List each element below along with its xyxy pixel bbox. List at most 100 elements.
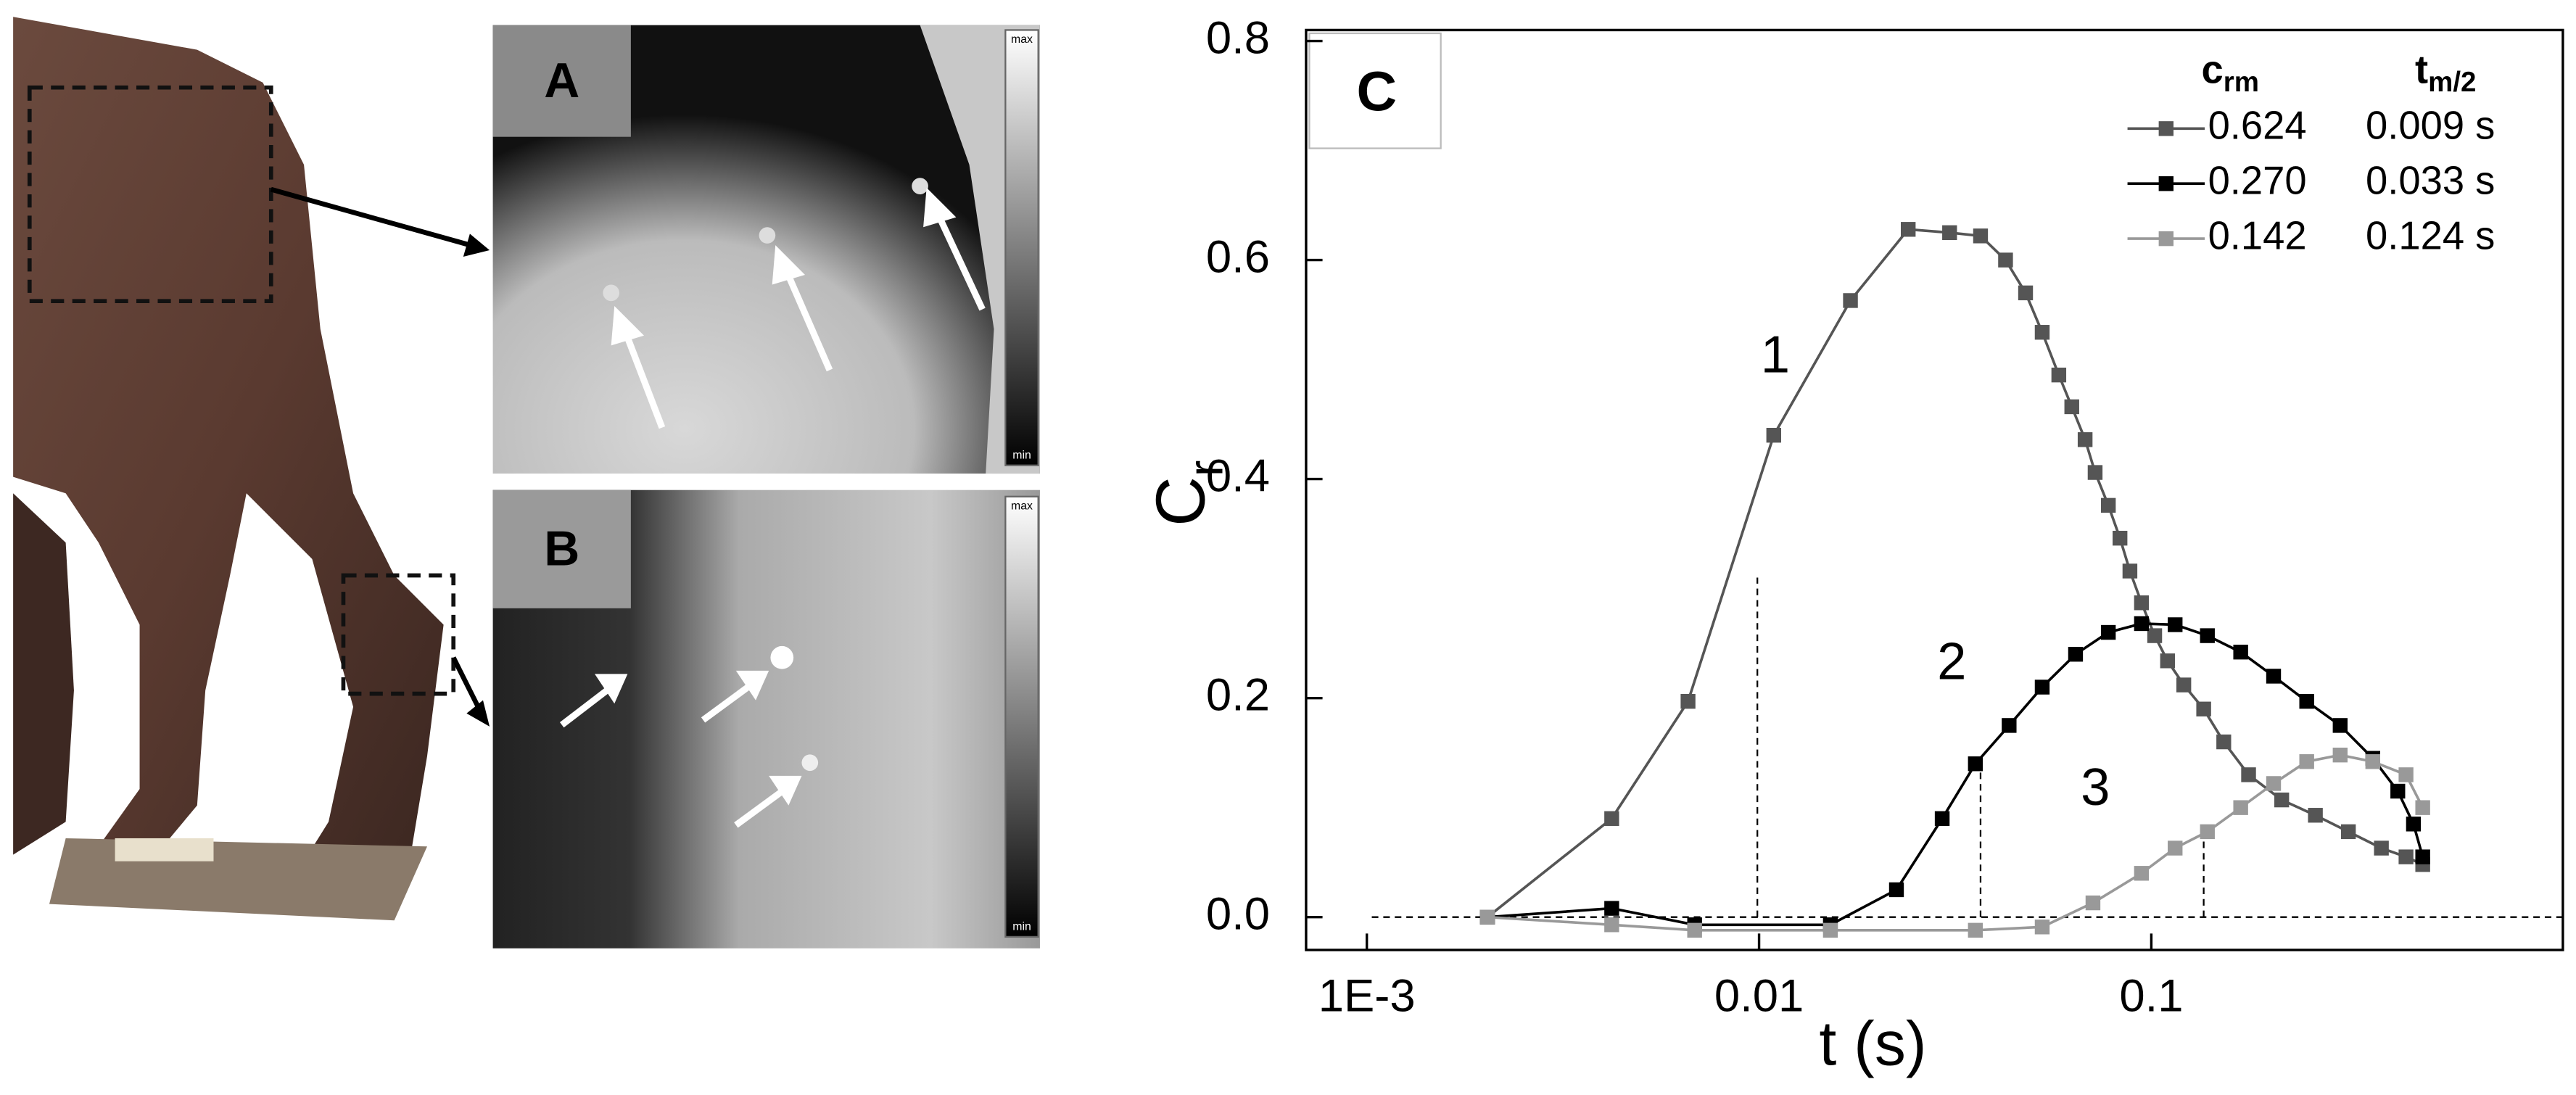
- arrow-head: [463, 234, 490, 257]
- hotspot: [770, 645, 794, 669]
- legend-marker: [2158, 231, 2174, 247]
- panel-label: C: [1357, 60, 1398, 123]
- hotspot: [759, 227, 776, 244]
- chart: C t (s) Cr crm tm/2 0.0 0.2 0.4 0.6 0.8 1E-3 0…: [1143, 12, 2564, 1079]
- data-point: [2390, 783, 2406, 799]
- data-point: [2034, 325, 2050, 340]
- data-point: [2274, 792, 2290, 808]
- arrow: [933, 209, 986, 311]
- data-point: [2034, 679, 2050, 695]
- x-tick-label: 1E-3: [1318, 971, 1416, 1022]
- data-point: [2034, 920, 2050, 935]
- hotspot: [603, 284, 620, 302]
- label-box: [492, 489, 631, 608]
- statue-body: [13, 17, 444, 896]
- pointer-arrow: [270, 186, 477, 249]
- panel-a: A max min: [492, 25, 1040, 474]
- data-point: [2087, 465, 2103, 480]
- legend-label: 0.624: [2208, 104, 2307, 148]
- data-point: [2241, 767, 2256, 782]
- color-bar: [1004, 29, 1039, 466]
- label-box: [492, 25, 631, 137]
- data-point: [2168, 617, 2183, 632]
- data-point: [1687, 922, 1702, 938]
- data-point: [2299, 754, 2314, 769]
- arrow-head: [466, 700, 490, 727]
- y-tick-label: 0.8: [1206, 12, 1270, 63]
- legend-marker: [2158, 121, 2174, 136]
- data-point: [2134, 595, 2150, 611]
- data-point: [2196, 701, 2211, 716]
- data-point: [2406, 817, 2422, 832]
- data-point: [2415, 849, 2430, 864]
- data-point: [2332, 718, 2348, 733]
- data-point: [2147, 628, 2163, 643]
- data-point: [1934, 811, 1950, 826]
- arrow-head: [735, 670, 769, 701]
- arrow: [559, 684, 614, 728]
- data-point: [2134, 616, 2150, 632]
- data-point: [2340, 824, 2356, 840]
- plot-frame: [1305, 28, 2564, 951]
- data-point: [1843, 293, 1858, 308]
- data-point: [1604, 811, 1619, 826]
- scale-max: max: [1011, 500, 1033, 513]
- data-point: [2266, 669, 2282, 684]
- data-point: [1766, 428, 1781, 443]
- data-point: [2415, 800, 2430, 815]
- data-point: [1479, 909, 1495, 925]
- arrow-head: [772, 245, 805, 285]
- data-point: [1968, 922, 1983, 938]
- data-point: [1888, 882, 1904, 898]
- arrows: [559, 681, 788, 828]
- photo: [13, 0, 490, 921]
- data-point: [2332, 747, 2348, 763]
- x-axis-label: t (s): [1819, 1009, 1926, 1079]
- label-box: [1308, 32, 1442, 149]
- legend-header-sub: m/2: [2428, 67, 2476, 98]
- data-point: [2299, 693, 2314, 709]
- data-point: [2200, 628, 2215, 643]
- data-point: [1998, 252, 2013, 268]
- arrow: [701, 681, 755, 723]
- legend-header-main: c: [2202, 48, 2224, 92]
- legend-header: tm/2: [2415, 48, 2476, 99]
- data-point: [2077, 432, 2093, 447]
- arrow-head: [769, 775, 802, 806]
- data-point: [1822, 922, 1838, 938]
- legend-header-main: t: [2415, 48, 2428, 92]
- curve-label: 3: [2081, 758, 2110, 817]
- data-point: [2233, 645, 2248, 660]
- data-point: [2002, 718, 2017, 733]
- y-axis-label-main: C: [1143, 476, 1220, 526]
- data-point: [2068, 647, 2084, 662]
- data-point: [1900, 222, 1916, 237]
- legend-label: 0.033 s: [2366, 159, 2495, 203]
- scale-min: min: [1012, 449, 1031, 461]
- data-point: [2398, 767, 2414, 782]
- data-point: [2134, 866, 2150, 881]
- arrow-head: [923, 187, 957, 228]
- y-tick-label: 0.4: [1206, 450, 1270, 501]
- data-point: [2216, 734, 2232, 750]
- data-point: [2233, 800, 2248, 815]
- legend-label: 0.124 s: [2366, 213, 2495, 257]
- series-line: [1487, 622, 2424, 927]
- data-point: [1973, 228, 1989, 244]
- arrow-heads: [611, 187, 957, 346]
- roi-box: [27, 85, 273, 304]
- curve-label: 2: [1937, 632, 1966, 690]
- arrows: [621, 209, 986, 429]
- roi-box: [341, 573, 456, 696]
- panel-b: B max min: [492, 489, 1040, 949]
- arrow-heads: [595, 670, 802, 806]
- panel-label: B: [544, 521, 579, 577]
- y-axis-label-sub: r: [1178, 460, 1233, 477]
- arrow: [734, 786, 788, 828]
- data-point: [2018, 285, 2034, 301]
- data-point: [2100, 497, 2116, 513]
- data-point: [2168, 840, 2183, 856]
- arrow: [782, 267, 833, 372]
- legend-label: 0.270: [2208, 159, 2307, 203]
